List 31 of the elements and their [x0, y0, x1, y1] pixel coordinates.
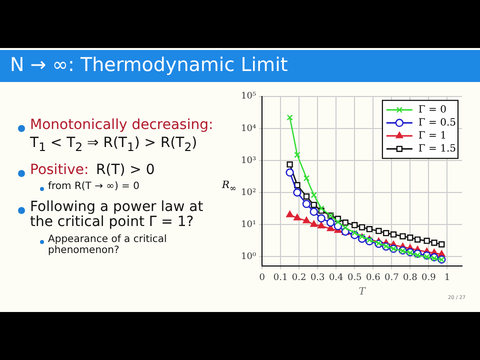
text: Following a power law at the critical point Γ = 1? [30, 199, 204, 230]
legend-label: Γ = 1 [418, 130, 446, 142]
text: Monotonically decreasing: [30, 117, 214, 133]
y-tick-label: 10⁰ [241, 252, 256, 262]
x-tick-label: 0.1 [273, 272, 288, 283]
x-tick-label: 0.3 [310, 272, 326, 283]
x-tick-label: 0 [259, 272, 266, 283]
legend-label: Γ = 0.5 [418, 117, 456, 128]
x-tick-label: 1 [444, 272, 450, 283]
text: T$_{1}$ < T$_{2}$ ⇒ R(T$_{1}$) > R(T$_{2}$) [30, 135, 198, 154]
text: from R(T → ∞) = 0 [48, 181, 140, 192]
y-tick-label: 10³ [241, 156, 256, 166]
legend-label: Γ = 1.5 [418, 143, 456, 154]
x-tick-label: 0.9 [422, 272, 436, 283]
text: R(T) > 0 [96, 162, 155, 178]
y-tick-label: 10¹ [241, 220, 256, 230]
y-axis-title: R$_{∞}$ [222, 180, 236, 193]
y-tick-label: 10⁴ [241, 124, 256, 134]
x-tick-label: 0.7 [384, 272, 400, 283]
x-tick-label: 0.2 [292, 272, 306, 283]
y-tick-label: 10⁵ [241, 92, 256, 102]
text: Appearance of a critical phenomenon? [48, 234, 168, 256]
x-tick-label: 0.6 [366, 272, 381, 283]
x-tick-label: 0.5 [347, 272, 362, 283]
legend-label: Γ = 0 [418, 104, 446, 116]
y-tick-label: 10² [241, 188, 256, 198]
chart-title: N → ∞: Thermodynamic Limit [10, 54, 288, 76]
x-tick-label: 0.4 [328, 272, 344, 283]
text: Positive: [30, 162, 89, 178]
x-tick-label: 0.8 [403, 272, 418, 283]
x-axis-title: T [358, 286, 367, 298]
